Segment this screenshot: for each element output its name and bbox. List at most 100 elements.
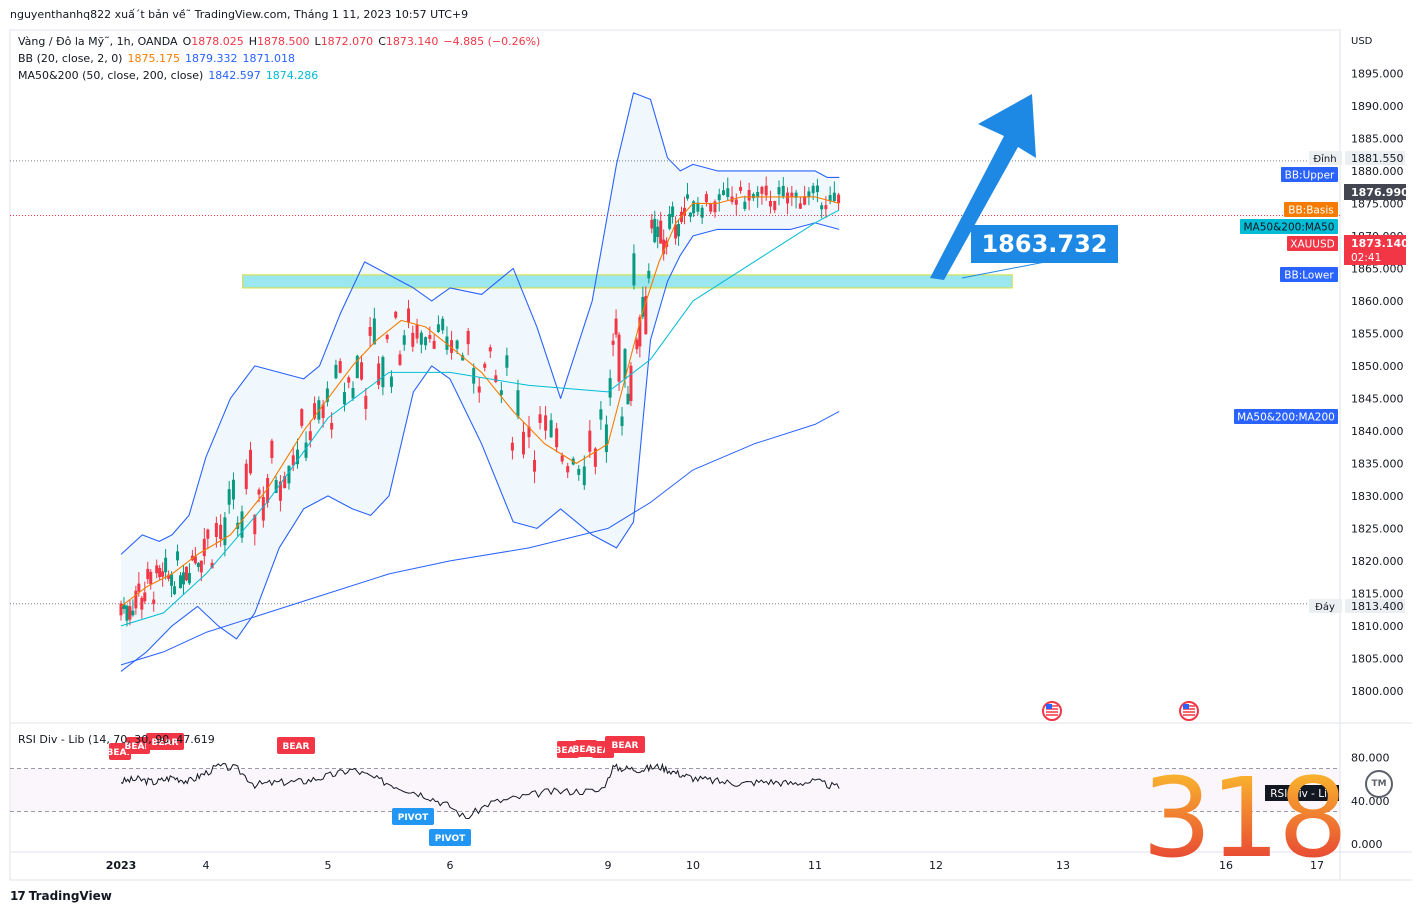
label-bb-upper-bg: [1281, 167, 1338, 182]
candle-body: [768, 200, 772, 207]
candle-body: [798, 203, 802, 209]
rsi-tick-label: 80.000: [1351, 752, 1390, 765]
candle-body: [650, 219, 654, 229]
candle-body: [146, 568, 150, 580]
candle-body: [253, 514, 257, 535]
price-callout[interactable]: 1863.732: [971, 225, 1118, 263]
candle-body: [739, 186, 743, 191]
candle-body: [214, 522, 218, 537]
candle-body: [704, 194, 708, 203]
candle-body: [734, 199, 738, 205]
up-arrow-drawing[interactable]: [930, 94, 1036, 280]
current-price: 1873.140: [1351, 237, 1409, 250]
ma50-line[interactable]: [120, 209, 840, 627]
candle-body: [199, 560, 203, 573]
bb-basis-line[interactable]: [120, 196, 840, 607]
low-value: 1872.070: [320, 35, 374, 48]
bear-signal: BEAR: [612, 741, 639, 751]
candle-body: [231, 479, 235, 500]
candle-body: [588, 430, 592, 452]
candle-body: [187, 573, 191, 584]
bar-countdown: 02:41: [1351, 252, 1381, 264]
candle-body: [428, 335, 432, 339]
rsi-line[interactable]: [120, 762, 840, 819]
symbol-name[interactable]: Vàng / Đô la Mỹ˜, 1h, OANDA: [18, 35, 178, 48]
close-value: 1873.140: [385, 35, 439, 48]
price-tick-label: 1895.000: [1351, 67, 1404, 80]
candle-body: [244, 463, 248, 490]
candle-body: [334, 364, 338, 379]
pivot-signal-bg: [392, 808, 434, 825]
rsi-legend[interactable]: RSI Div - Lib (14, 70, 30, 90, 47.619: [18, 733, 215, 746]
candle-body: [653, 218, 657, 243]
label-bb-lower-bg: [1280, 267, 1338, 282]
candle-body: [227, 489, 231, 505]
ma50-value: 1842.597: [208, 69, 261, 82]
bb-band-fill: [121, 92, 840, 672]
tradingview-logo[interactable]: 17 TradingView: [10, 889, 112, 903]
candle-body: [641, 296, 645, 317]
ma-indicator-label[interactable]: MA50&200 (50, close, 200, close): [18, 69, 204, 82]
candle-body: [223, 517, 227, 546]
low-price-bg: [1345, 599, 1405, 613]
candle-body: [149, 571, 153, 585]
candle-body: [611, 340, 615, 345]
bear-signal-bg: [557, 741, 579, 758]
candle-body: [577, 468, 581, 475]
candle-body: [709, 203, 713, 212]
candle-body: [751, 194, 755, 199]
bb-upper-line[interactable]: [120, 92, 840, 555]
low-tag: Đáy: [1315, 601, 1335, 613]
bb-lower-line[interactable]: [120, 222, 840, 672]
candle-body: [683, 207, 686, 216]
candle-body: [794, 192, 798, 198]
candle-body: [647, 270, 651, 279]
us-event-icon[interactable]: [1042, 701, 1062, 721]
candle-body: [773, 200, 777, 211]
bb-indicator-label[interactable]: BB (20, close, 2, 0): [18, 52, 123, 65]
candle-body: [674, 224, 678, 239]
candle-body: [608, 378, 612, 398]
current-price-bg: [1344, 235, 1406, 265]
label-ma50: MA50&200:MA50: [1244, 222, 1335, 234]
support-zone[interactable]: [242, 274, 1013, 289]
candle-body: [321, 404, 325, 418]
time-tick-label: 12: [929, 859, 943, 872]
candle-body: [164, 557, 168, 573]
rsi-tick-label: 40.000: [1351, 795, 1390, 808]
candle-body: [360, 362, 364, 380]
candle-body: [330, 422, 334, 430]
label-ma200-bg: [1234, 409, 1338, 424]
candle-body: [632, 253, 636, 286]
price-tick-label: 1835.000: [1351, 457, 1404, 470]
candle-body: [828, 195, 832, 202]
change-value: −4.885 (−0.26%): [443, 35, 541, 48]
candle-body: [505, 355, 509, 368]
candle-body: [261, 496, 265, 521]
candle-body: [351, 387, 355, 399]
bear-signal-bg: [605, 736, 645, 753]
candle-body: [815, 185, 819, 193]
candle-body: [820, 205, 824, 210]
candle-body: [424, 337, 428, 346]
candle-body: [764, 185, 768, 196]
candle-body: [274, 480, 278, 493]
candle-body: [381, 356, 385, 388]
candle-body: [364, 395, 368, 409]
ma200-line[interactable]: [120, 410, 840, 666]
price-tick-label: 1885.000: [1351, 132, 1404, 145]
high-tag: Đỉnh: [1313, 153, 1336, 165]
open-label: O: [182, 35, 192, 48]
time-tick-label: 6: [447, 859, 454, 872]
candle-body: [593, 448, 597, 467]
candle-body: [760, 186, 764, 194]
candle-body: [342, 392, 346, 405]
candle-body: [644, 296, 648, 335]
us-event-icon[interactable]: [1179, 701, 1199, 721]
price-tick-label: 1810.000: [1351, 620, 1404, 633]
time-tick-label: 13: [1056, 859, 1070, 872]
watermark-number: 318: [1142, 754, 1348, 882]
candle-body: [659, 220, 663, 244]
candle-body: [450, 340, 454, 353]
